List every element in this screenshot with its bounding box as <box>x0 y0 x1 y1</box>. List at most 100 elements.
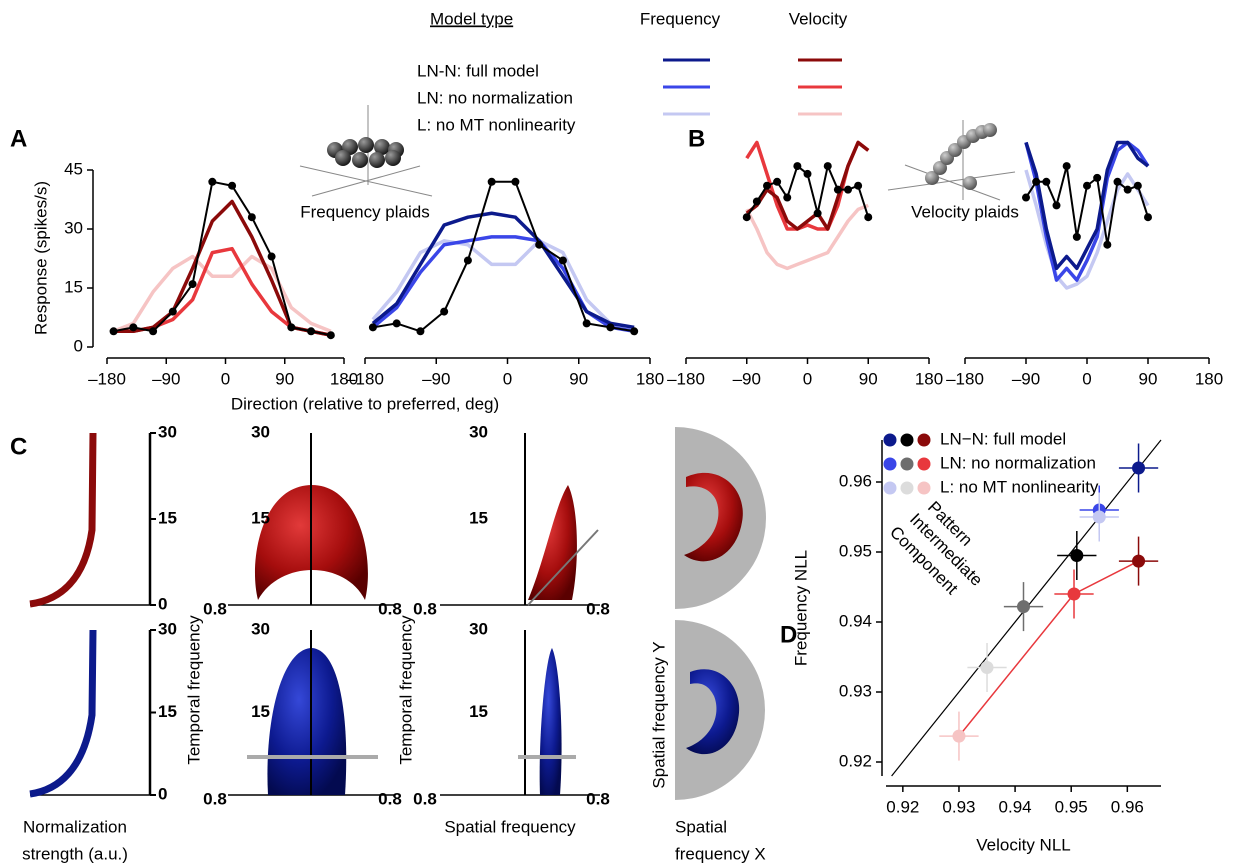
data-point <box>511 177 520 186</box>
y-tick-label: 0.96 <box>839 471 872 490</box>
data-point <box>392 319 401 328</box>
frequency-stimulus-icon <box>299 105 433 197</box>
data-point <box>188 280 197 289</box>
x-tick-label: 0 <box>221 369 230 388</box>
legend-marker <box>883 481 897 495</box>
legend-marker <box>883 457 897 471</box>
data-point <box>1017 600 1030 614</box>
data-point <box>535 240 544 249</box>
data-point <box>228 181 237 190</box>
legend-title: Model type <box>430 9 513 28</box>
tick-label: 0.8 <box>586 789 610 808</box>
data-point <box>558 256 567 265</box>
data-point <box>1067 587 1081 601</box>
x-tick-label: 90 <box>1139 369 1158 388</box>
panel-label: A <box>10 125 27 152</box>
velocity-stimulus-icon <box>887 120 1016 201</box>
legend-label: L: no MT nonlinearity <box>940 477 1099 496</box>
data-point <box>287 323 296 332</box>
axis-label: Spatial frequency Y <box>649 641 668 788</box>
x-tick-label: –180 <box>667 369 705 388</box>
x-tick-label: 0.95 <box>1055 797 1088 816</box>
x-tick-label: –90 <box>152 369 180 388</box>
data-point <box>208 177 217 186</box>
data-point <box>742 213 751 222</box>
x-tick-label: –180 <box>946 369 984 388</box>
x-tick-label: 0 <box>1082 369 1091 388</box>
data-point <box>1093 173 1102 182</box>
series-line <box>372 180 635 333</box>
x-tick-label: –180 <box>88 369 126 388</box>
axis-label: Normalization <box>23 817 127 836</box>
legend-marker <box>917 457 931 471</box>
tick-label: 15 <box>251 508 270 527</box>
data-point <box>463 256 472 265</box>
tick-label: 15 <box>158 508 177 527</box>
legend-marker <box>900 481 914 495</box>
y-tick-label: 15 <box>64 277 83 296</box>
data-point <box>1132 554 1146 568</box>
data-point <box>109 327 118 336</box>
data-point <box>864 213 873 222</box>
chart-title: Velocity plaids <box>911 202 1019 221</box>
data-point <box>854 181 863 190</box>
axis-label: Temporal frequency <box>396 615 415 765</box>
x-tick-label: –90 <box>733 369 761 388</box>
x-tick-label: 0 <box>503 369 512 388</box>
legend-marker <box>917 433 931 447</box>
x-tick-label: 180 <box>636 369 664 388</box>
data-point <box>326 331 335 340</box>
tick-label: 0.8 <box>203 599 227 618</box>
axis-label: Temporal frequency <box>184 615 203 765</box>
y-axis-label: Frequency NLL <box>791 550 810 666</box>
series-line <box>958 560 1139 737</box>
x-tick-label: 0.93 <box>942 797 975 816</box>
x-tick-label: 180 <box>1195 369 1223 388</box>
axis-label: Spatial frequency <box>444 817 576 836</box>
x-tick-label: –90 <box>1012 369 1040 388</box>
tick-label: 30 <box>158 422 177 441</box>
legend-label: LN: no normalization <box>417 88 573 107</box>
data-point <box>952 729 966 743</box>
data-point <box>980 661 994 674</box>
y-tick-label: 0 <box>74 336 83 355</box>
y-axis-label: Response (spikes/s) <box>31 181 50 335</box>
data-point <box>1032 177 1041 186</box>
tick-label: 30 <box>469 422 488 441</box>
chart-title: Frequency plaids <box>300 202 429 221</box>
tick-label: 0.8 <box>413 789 437 808</box>
data-point <box>803 169 812 178</box>
data-point <box>1070 549 1084 562</box>
tick-label: 30 <box>469 619 488 638</box>
tick-label: 0.8 <box>378 789 402 808</box>
x-tick-label: 180 <box>330 369 358 388</box>
data-point <box>1072 232 1081 241</box>
legend-column: Velocity <box>789 9 848 28</box>
axis-label: Spatial <box>675 817 727 836</box>
legend-marker <box>917 481 931 495</box>
data-point <box>1092 510 1106 524</box>
tick-label: 15 <box>251 702 270 721</box>
legend-marker <box>900 433 914 447</box>
data-point <box>149 327 158 336</box>
data-point <box>368 323 377 332</box>
x-tick-label: 0.92 <box>886 797 919 816</box>
data-point <box>129 323 138 332</box>
x-axis-label: Direction (relative to preferred, deg) <box>231 394 499 413</box>
x-tick-label: 0.94 <box>999 797 1032 816</box>
data-point <box>1083 181 1091 190</box>
x-tick-label: –180 <box>346 369 384 388</box>
panel-label: D <box>780 621 797 648</box>
tick-label: 30 <box>251 422 270 441</box>
data-point <box>773 177 782 186</box>
tick-label: 15 <box>158 702 177 721</box>
tick-label: 0.8 <box>586 599 610 618</box>
tick-label: 0 <box>158 784 167 803</box>
data-point <box>1052 201 1061 210</box>
data-point <box>1062 162 1071 171</box>
series-line <box>1024 169 1150 290</box>
data-point <box>1113 177 1122 186</box>
y-tick-label: 45 <box>64 159 83 178</box>
data-point <box>440 307 449 316</box>
